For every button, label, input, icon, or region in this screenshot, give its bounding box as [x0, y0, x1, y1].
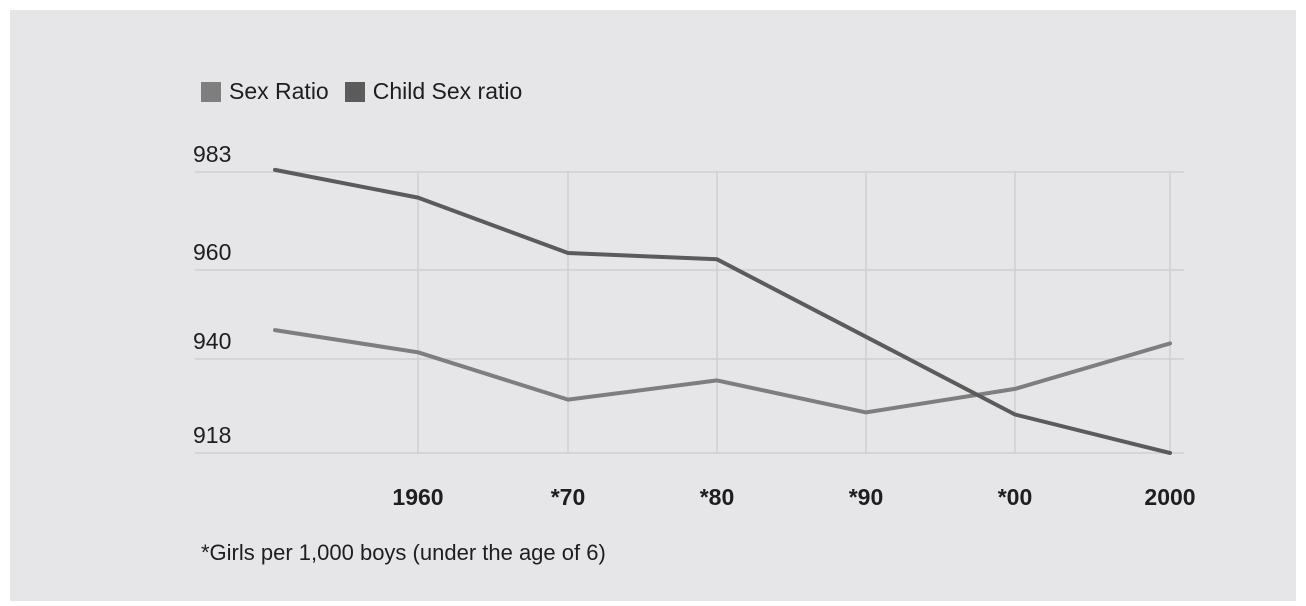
series-line-child-sex-ratio: [273, 167, 1172, 455]
x-tick-label-4: *90: [849, 484, 884, 510]
x-tick-label-6: 2000: [1144, 484, 1195, 510]
legend-item-sex-ratio: Sex Ratio: [201, 78, 329, 105]
series-lines: [273, 167, 1172, 455]
line-chart: 983 960 940 918 1960 *70 *80 *90 *00 2000: [193, 141, 1196, 510]
x-axis-tick-labels: 1960 *70 *80 *90 *00 2000: [392, 484, 1195, 510]
x-tick-label-1: 1960: [392, 484, 443, 510]
legend-swatch-sex-ratio: [201, 81, 221, 102]
vertical-gridlines: [417, 172, 1171, 453]
y-tick-label-960: 960: [193, 239, 231, 265]
x-tick-label-3: *80: [700, 484, 735, 510]
y-tick-label-940: 940: [193, 328, 231, 354]
footnote: *Girls per 1,000 boys (under the age of …: [201, 540, 606, 565]
x-tick-label-2: *70: [551, 484, 586, 510]
legend-label-child-sex-ratio: Child Sex ratio: [372, 78, 523, 104]
y-axis-tick-labels: 983 960 940 918: [193, 141, 231, 448]
legend-swatch-child-sex-ratio: [344, 81, 365, 102]
legend-label-sex-ratio: Sex Ratio: [229, 78, 329, 104]
x-tick-label-5: *00: [998, 484, 1033, 510]
horizontal-gridlines: [195, 171, 1184, 454]
legend: Sex Ratio Child Sex ratio: [201, 78, 538, 105]
y-tick-label-983: 983: [193, 141, 231, 167]
y-tick-label-918: 918: [193, 422, 231, 448]
legend-item-child-sex-ratio: Child Sex ratio: [344, 78, 523, 105]
chart-panel: 983 960 940 918 1960 *70 *80 *90 *00 2000 Sex Ra…: [10, 10, 1296, 601]
series-line-sex-ratio: [273, 328, 1172, 415]
